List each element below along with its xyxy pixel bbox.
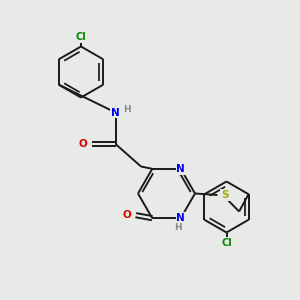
Text: Cl: Cl: [221, 238, 232, 248]
Text: H: H: [174, 223, 182, 232]
Text: N: N: [111, 107, 120, 118]
Text: Cl: Cl: [76, 32, 86, 42]
Text: S: S: [221, 190, 229, 200]
Text: O: O: [79, 139, 88, 149]
Text: O: O: [123, 210, 132, 220]
Text: N: N: [176, 213, 185, 223]
Text: N: N: [176, 164, 185, 174]
Text: H: H: [123, 105, 131, 114]
